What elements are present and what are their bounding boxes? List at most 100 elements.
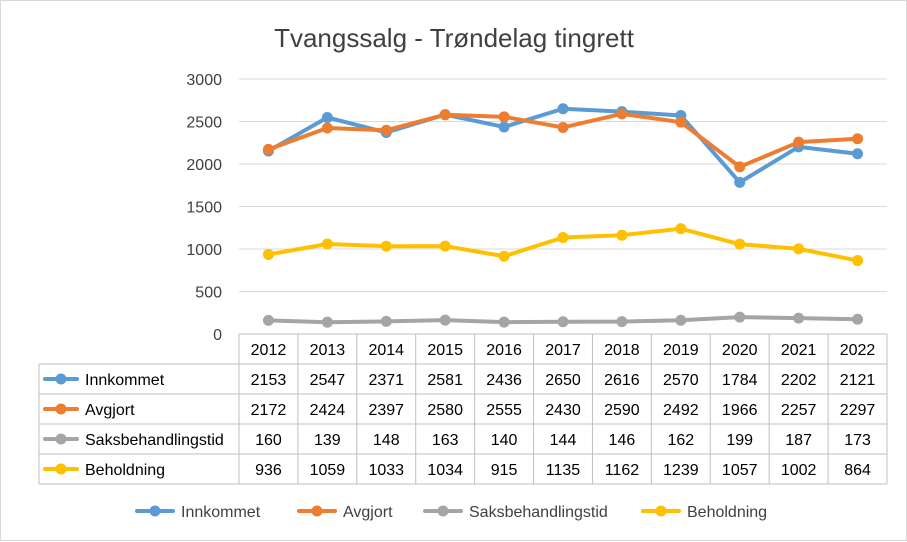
y-tick-label: 2000 [186,157,222,174]
legend-label: Saksbehandlingstid [469,504,608,521]
data-point [321,112,333,124]
data-label: 2424 [310,402,346,419]
data-label: 1059 [310,462,346,479]
legend-key-marker [437,505,449,517]
x-tick-label: 2014 [368,342,404,359]
data-label: 2430 [545,402,581,419]
data-point [439,240,451,252]
data-label: 162 [667,432,694,449]
data-label: 173 [844,432,871,449]
y-axis: 0 500 1000 1500 2000 2500 3000 [186,72,222,344]
legend-key-marker [655,505,667,517]
x-tick-label: 2017 [545,342,581,359]
table-legend-key-marker [55,403,67,415]
table-legend-key-marker [55,433,67,445]
chart-title: Tvangssalg - Trøndelag tingrett [274,23,635,53]
table-legend-key-marker [55,373,67,385]
data-point [321,122,333,134]
data-point [675,116,687,128]
data-point [557,103,569,115]
data-label: 140 [491,432,518,449]
data-point [557,121,569,133]
data-label: 160 [255,432,282,449]
data-point [675,314,687,326]
data-label: 1239 [663,462,699,479]
data-label: 163 [432,432,459,449]
data-point [262,248,274,260]
data-label: 2580 [427,402,463,419]
data-point [439,314,451,326]
data-label: 1034 [427,462,463,479]
table-series-name: Avgjort [85,402,135,419]
data-label: 1784 [722,372,758,389]
x-tick-label: 2020 [722,342,758,359]
y-tick-label: 1000 [186,242,222,259]
data-label: 1033 [368,462,404,479]
data-label: 2555 [486,402,522,419]
data-point [852,313,864,325]
data-point [793,136,805,148]
x-tick-label: 2013 [310,342,346,359]
data-label: 2121 [840,372,876,389]
data-label: 1057 [722,462,758,479]
data-point [734,238,746,250]
legend-key-marker [311,505,323,517]
data-label: 2371 [368,372,404,389]
data-label: 1162 [605,462,640,479]
data-point [262,314,274,326]
data-label: 915 [491,462,518,479]
data-label: 148 [373,432,400,449]
y-tick-label: 3000 [186,72,222,89]
data-point [380,315,392,327]
data-label: 144 [550,432,577,449]
data-label: 187 [785,432,812,449]
data-point [852,133,864,145]
data-label: 139 [314,432,341,449]
data-label: 2172 [251,402,287,419]
data-label: 2436 [486,372,522,389]
data-label: 2616 [604,372,640,389]
data-label: 2153 [251,372,287,389]
data-point [675,223,687,235]
data-label: 1002 [781,462,817,479]
data-point [852,255,864,267]
data-label: 2492 [663,402,699,419]
data-label: 2570 [663,372,699,389]
data-label: 1966 [722,402,758,419]
data-point [734,176,746,188]
table-series-name: Innkommet [85,372,165,389]
y-tick-label: 500 [195,285,222,302]
data-point [616,229,628,241]
data-point [321,316,333,328]
data-label: 2202 [781,372,817,389]
data-label: 936 [255,462,282,479]
data-table: 2012 2013 2014 2015 2016 2017 2018 2019 2020 2021… [38,333,888,485]
data-label: 146 [609,432,636,449]
data-point [734,311,746,323]
legend-key-marker [149,505,161,517]
x-tick-label: 2012 [251,342,287,359]
data-point [557,232,569,244]
legend-label: Avgjort [343,504,393,521]
data-point [734,161,746,173]
table-legend-key-marker [55,463,67,475]
data-point [498,111,510,123]
data-label: 2297 [840,402,876,419]
x-tick-label: 2022 [840,342,876,359]
data-label: 864 [844,462,871,479]
data-point [793,243,805,255]
x-tick-label: 2015 [427,342,463,359]
data-label: 2590 [604,402,640,419]
table-series-name: Saksbehandlingstid [85,432,224,449]
data-label: 2397 [368,402,404,419]
data-point [498,250,510,262]
data-label: 2581 [427,372,463,389]
series-line [266,106,860,185]
series-layer [262,103,864,328]
x-tick-label: 2019 [663,342,699,359]
data-point [852,148,864,160]
data-label: 2257 [781,402,817,419]
data-label: 2547 [310,372,346,389]
